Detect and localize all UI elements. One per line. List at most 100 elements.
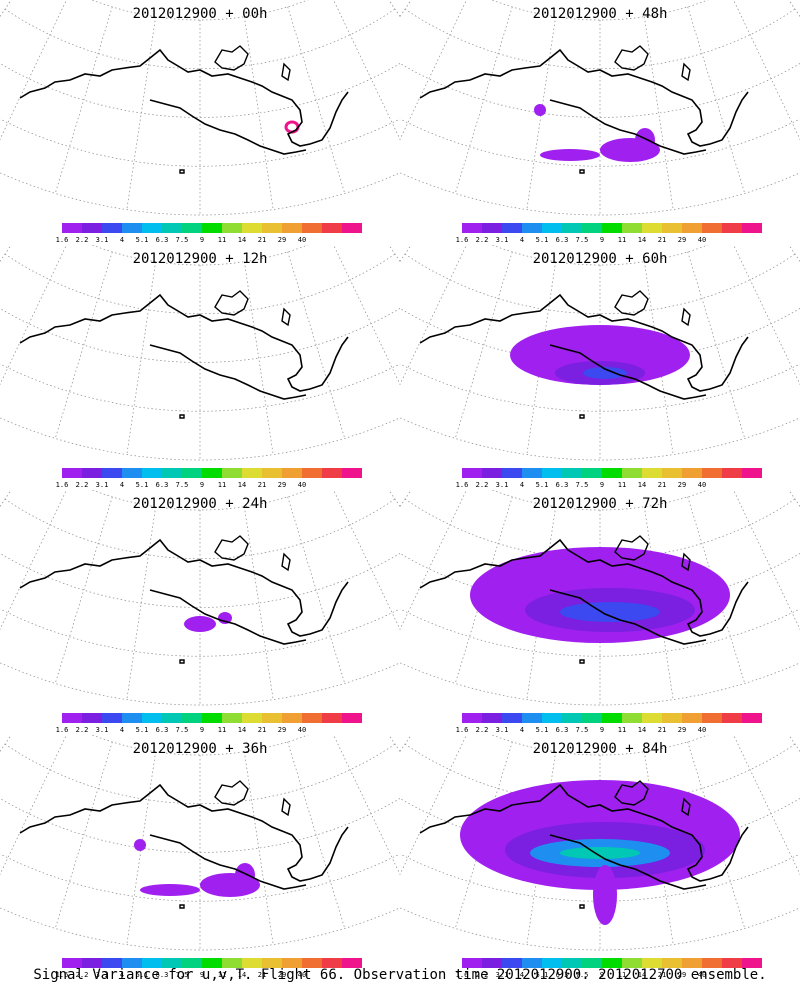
colorbar-label: 4 — [519, 971, 525, 979]
colorbar-label: 1.6 — [455, 481, 469, 489]
colorbar-labels: 1.6 2.2 3.1 4 5.1 6.3 7.5 9 11 14 21 29 40 — [452, 726, 772, 736]
colorbar-swatch — [542, 958, 562, 968]
colorbar-swatch — [482, 713, 502, 723]
colorbar-label: 6.3 — [155, 726, 169, 734]
colorbar-swatch — [202, 468, 222, 478]
panel-title: 2012012900 + 00h — [132, 6, 268, 22]
colorbar-label: 40 — [297, 481, 307, 489]
colorbar-label: 5.1 — [135, 971, 149, 979]
colorbar-swatch — [602, 958, 622, 968]
colorbar-label: 3.1 — [95, 726, 109, 734]
colorbar-swatch — [62, 468, 82, 478]
map-panel: 2012012900 + 60h 1.6 2.2 3.1 4 5.1 6.3 7.5 9 11 14… — [400, 245, 800, 490]
colorbar-label: 14 — [237, 971, 247, 979]
colorbar-label: 21 — [657, 236, 667, 244]
colorbar — [462, 958, 762, 968]
colorbar-swatch — [742, 958, 762, 968]
colorbar-label: 6.3 — [155, 481, 169, 489]
map-panel: 2012012900 + 00h 1.6 2.2 3.1 4 5.1 6.3 7.5 9 11 14… — [0, 0, 400, 245]
colorbar-label: 11 — [217, 236, 227, 244]
coastline — [419, 45, 749, 174]
colorbar-swatch — [242, 958, 262, 968]
map-panel: 2012012900 + 36h 1.6 2.2 3.1 4 5.1 6.3 7.5 9 11 14… — [0, 735, 400, 980]
colorbar-label: 9 — [199, 481, 205, 489]
panel-title: 2012012900 + 72h — [532, 496, 668, 512]
colorbar-swatch — [602, 713, 622, 723]
colorbar-labels: 1.6 2.2 3.1 4 5.1 6.3 7.5 9 11 14 21 29 40 — [52, 236, 372, 246]
colorbar-swatch — [582, 713, 602, 723]
colorbar-swatch — [482, 468, 502, 478]
colorbar-label: 9 — [599, 726, 605, 734]
colorbar-label: 7.5 — [575, 481, 589, 489]
colorbar-label: 9 — [599, 481, 605, 489]
colorbar-swatch — [462, 958, 482, 968]
map-grid — [0, 245, 400, 461]
colorbar-swatch — [102, 958, 122, 968]
colorbar-label: 3.1 — [495, 971, 509, 979]
colorbar-label: 40 — [697, 236, 707, 244]
panel-title: 2012012900 + 36h — [132, 741, 268, 757]
variance-contours — [460, 780, 740, 925]
panel-title: 2012012900 + 84h — [532, 741, 668, 757]
colorbar-swatch — [302, 958, 322, 968]
colorbar-label: 5.1 — [535, 481, 549, 489]
polar-map — [0, 245, 400, 461]
map-panel: 2012012900 + 12h 1.6 2.2 3.1 4 5.1 6.3 7.5 9 11 14… — [0, 245, 400, 490]
colorbar-swatch — [742, 468, 762, 478]
colorbar-swatch — [342, 468, 362, 478]
colorbar-label: 11 — [217, 971, 227, 979]
colorbar-swatch — [62, 223, 82, 233]
colorbar-swatch — [142, 468, 162, 478]
colorbar-swatch — [482, 958, 502, 968]
colorbar-swatch — [162, 958, 182, 968]
colorbar-swatch — [562, 223, 582, 233]
colorbar-label: 11 — [617, 971, 627, 979]
colorbar — [62, 958, 362, 968]
colorbar-label: 2.2 — [75, 726, 89, 734]
colorbar-label: 1.6 — [55, 481, 69, 489]
colorbar-swatch — [702, 958, 722, 968]
colorbar-swatch — [682, 713, 702, 723]
colorbar-swatch — [122, 713, 142, 723]
colorbar-label: 6.3 — [155, 971, 169, 979]
colorbar-labels: 1.6 2.2 3.1 4 5.1 6.3 7.5 9 11 14 21 29 40 — [52, 726, 372, 736]
map-grid — [0, 0, 400, 216]
polar-map — [0, 0, 400, 216]
colorbar-swatch — [682, 223, 702, 233]
colorbar-label: 4 — [519, 481, 525, 489]
map-grid — [400, 0, 800, 216]
colorbar-swatch — [122, 223, 142, 233]
colorbar-swatch — [282, 223, 302, 233]
colorbar-label: 9 — [599, 971, 605, 979]
colorbar-swatch — [582, 468, 602, 478]
colorbar-swatch — [82, 958, 102, 968]
colorbar-label: 1.6 — [455, 971, 469, 979]
colorbar-label: 4 — [119, 236, 125, 244]
map-panel: 2012012900 + 24h 1.6 2.2 3.1 4 5.1 6.3 7.5 9 11 14… — [0, 490, 400, 735]
colorbar-label: 29 — [277, 481, 287, 489]
colorbar-swatch — [282, 713, 302, 723]
colorbar-swatch — [742, 223, 762, 233]
colorbar-label: 1.6 — [55, 971, 69, 979]
colorbar-label: 5.1 — [135, 236, 149, 244]
colorbar-swatch — [702, 468, 722, 478]
colorbar-label: 3.1 — [495, 481, 509, 489]
colorbar-label: 14 — [637, 726, 647, 734]
colorbar-swatch — [542, 713, 562, 723]
colorbar-swatch — [502, 468, 522, 478]
colorbar-swatch — [222, 713, 242, 723]
colorbar-label: 1.6 — [55, 726, 69, 734]
colorbar-swatch — [182, 223, 202, 233]
colorbar-swatch — [202, 223, 222, 233]
colorbar-swatch — [662, 223, 682, 233]
colorbar-label: 9 — [199, 726, 205, 734]
colorbar-label: 7.5 — [575, 236, 589, 244]
colorbar-label: 6.3 — [555, 481, 569, 489]
colorbar-swatch — [102, 713, 122, 723]
colorbar-swatch — [462, 468, 482, 478]
colorbar-label: 14 — [637, 236, 647, 244]
colorbar-label: 9 — [199, 971, 205, 979]
colorbar-label: 29 — [677, 971, 687, 979]
colorbar-labels: 1.6 2.2 3.1 4 5.1 6.3 7.5 9 11 14 21 29 40 — [52, 481, 372, 491]
colorbar-swatch — [722, 713, 742, 723]
